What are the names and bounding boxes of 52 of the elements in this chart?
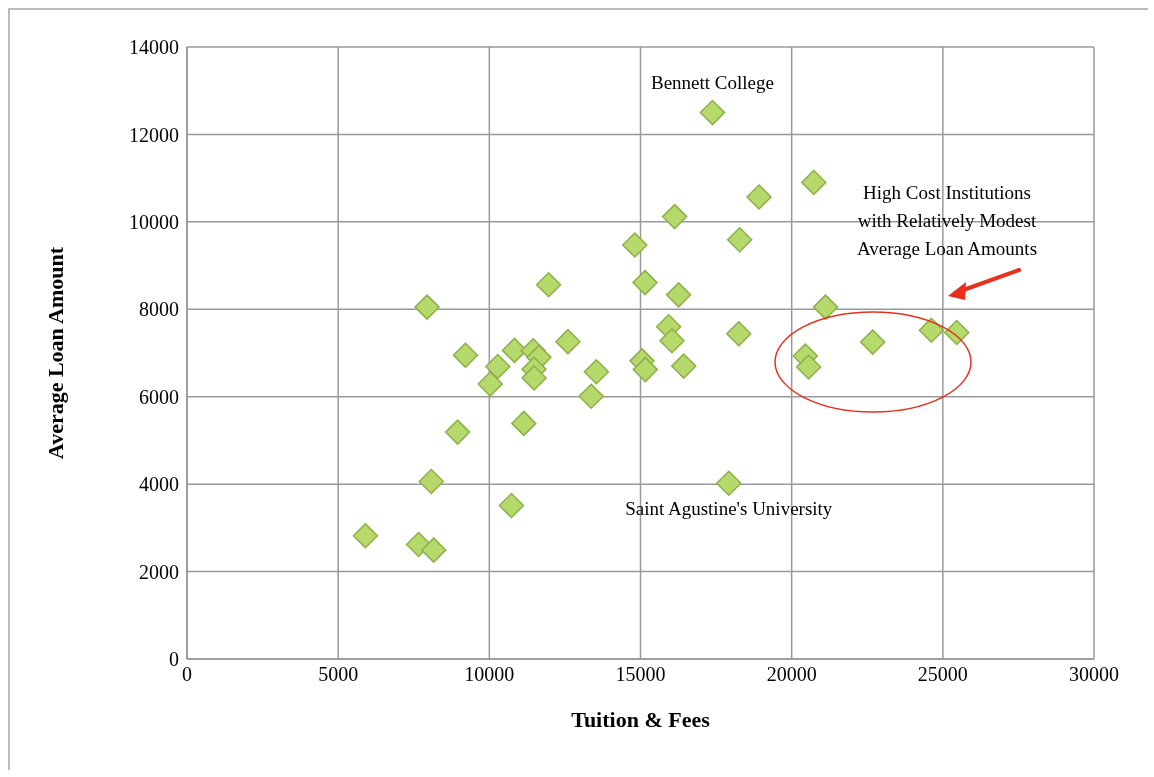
- y-tick-label: 6000: [139, 385, 179, 408]
- y-tick-label: 0: [169, 648, 179, 671]
- point: [632, 269, 658, 296]
- y-tick-label: 8000: [139, 298, 179, 321]
- annotation: Bennett College: [650, 71, 774, 93]
- x-tick-label: 15000: [615, 663, 666, 686]
- point: [659, 328, 685, 354]
- point: [498, 492, 525, 519]
- point: [583, 359, 610, 385]
- x-axis-title: Tuition & Fees: [571, 706, 711, 732]
- point: [661, 203, 688, 230]
- point: [535, 272, 562, 298]
- point: [452, 342, 479, 368]
- annotation: Saint Agustine's University: [625, 497, 833, 519]
- point: [812, 294, 839, 320]
- point: [444, 419, 471, 445]
- point: [800, 169, 827, 196]
- x-tick-label: 30000: [1069, 663, 1119, 686]
- point: [943, 319, 970, 346]
- point: [511, 410, 537, 437]
- point: [578, 383, 604, 410]
- point: [726, 227, 753, 253]
- point: [352, 522, 379, 549]
- point: [699, 99, 726, 126]
- x-tick-label: 5000: [318, 663, 359, 686]
- point: [665, 282, 692, 308]
- point: [418, 468, 445, 495]
- point: [859, 329, 886, 355]
- point: [918, 317, 945, 344]
- point: [414, 294, 440, 320]
- y-tick-label: 4000: [139, 473, 179, 496]
- x-tick-label: 20000: [766, 663, 817, 686]
- y-tick-label: 10000: [129, 210, 179, 233]
- point: [632, 356, 659, 383]
- point: [420, 537, 447, 563]
- annotation: High Cost Institutions with Relatively Modest Average Loan Amounts: [856, 182, 1038, 259]
- y-tick-label: 14000: [129, 36, 179, 59]
- point: [485, 353, 511, 380]
- point: [555, 328, 581, 355]
- point: [670, 353, 697, 379]
- point: [795, 354, 822, 380]
- x-tick-label: 10000: [464, 663, 515, 686]
- y-tick-label: 2000: [139, 560, 179, 583]
- point: [622, 232, 648, 258]
- point: [746, 184, 772, 210]
- point: [716, 470, 742, 497]
- x-tick-label: 25000: [917, 663, 968, 686]
- point: [521, 365, 547, 391]
- point: [477, 371, 503, 397]
- y-tick-label: 12000: [129, 123, 179, 146]
- y-axis-title: Average Loan Amount: [42, 246, 68, 460]
- point: [726, 321, 752, 347]
